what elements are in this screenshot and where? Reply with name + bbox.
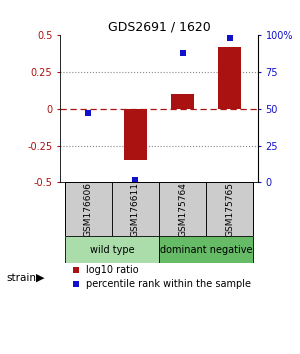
Bar (112, 182, 159, 236)
Text: GSM175765: GSM175765 (225, 182, 234, 237)
Point (74, 281, 78, 286)
Point (86, 110, 91, 116)
Point (180, 50, 185, 56)
Text: GSM175764: GSM175764 (178, 182, 187, 237)
Bar (171, 94, 194, 109)
Bar (65, 182, 112, 236)
Bar (206, 182, 253, 236)
Bar (124, 109, 147, 160)
Text: GDS2691 / 1620: GDS2691 / 1620 (108, 20, 210, 33)
Text: log10 ratio: log10 ratio (86, 265, 138, 275)
Bar (65, 236, 159, 263)
Point (74, 267, 78, 273)
Bar (159, 182, 206, 236)
Text: percentile rank within the sample: percentile rank within the sample (86, 279, 251, 289)
Bar (218, 47, 242, 109)
Text: ▶: ▶ (36, 273, 45, 283)
Bar (159, 236, 253, 263)
Text: GSM176611: GSM176611 (131, 182, 140, 237)
Text: dominant negative: dominant negative (160, 245, 252, 255)
Text: wild type: wild type (89, 245, 134, 255)
Point (227, 35, 232, 41)
Point (133, 177, 138, 182)
Text: strain: strain (6, 273, 36, 283)
Text: GSM176606: GSM176606 (84, 182, 93, 237)
